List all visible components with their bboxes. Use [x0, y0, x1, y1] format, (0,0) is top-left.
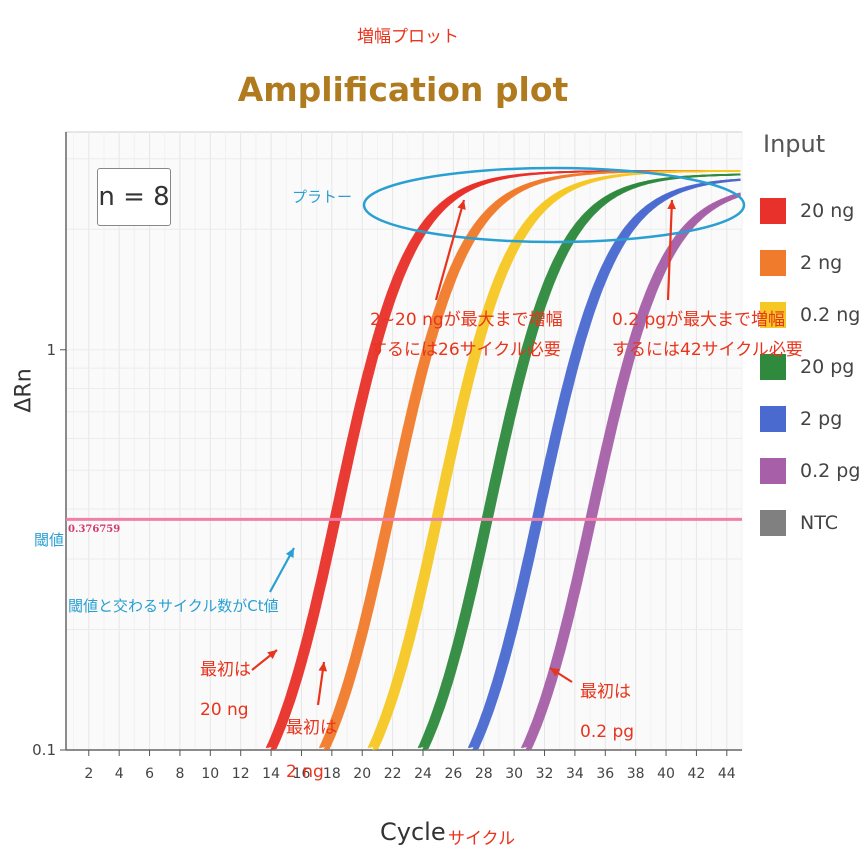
x-tick-label: 14 [262, 766, 280, 782]
right-note: 0.2 pgが最大まで増幅 するには42サイクル必要 [612, 305, 803, 365]
x-tick-label: 26 [444, 766, 462, 782]
right-note-line1: 0.2 pgが最大まで増幅 [612, 310, 786, 330]
legend-label: 20 ng [800, 200, 855, 222]
right-note-line2: するには42サイクル必要 [612, 340, 803, 360]
x-tick-label: 12 [232, 766, 250, 782]
arrow-right-plateau-head [667, 200, 676, 210]
legend-swatch [760, 510, 786, 536]
first-2ng-note: 最初は 2 ng [286, 706, 337, 794]
first-02pg-line2: 0.2 pg [580, 722, 635, 742]
legend-title: Input [763, 130, 826, 158]
first-20ng-line1: 最初は [200, 660, 251, 680]
legend-item: NTC [760, 509, 838, 537]
legend-label: 0.2 ng [800, 304, 861, 326]
legend-label: 0.2 pg [800, 460, 861, 482]
legend-swatch [760, 406, 786, 432]
x-tick-label: 18 [323, 766, 341, 782]
legend-item: 20 pg [760, 353, 854, 381]
subtitle-jp: 増幅プロット [357, 27, 459, 47]
plateau-ellipse [362, 166, 746, 244]
y-tick-label: 0.1 [32, 741, 56, 759]
legend-label: NTC [800, 512, 838, 534]
x-tick-label: 42 [688, 766, 706, 782]
x-axis-label-jp: サイクル [448, 829, 516, 849]
x-tick-label: 44 [718, 766, 736, 782]
first-02pg-line1: 最初は [580, 682, 631, 702]
threshold-value-label: 0.376759 [68, 524, 121, 535]
series-line-02pg [525, 193, 741, 748]
x-tick-label: 28 [475, 766, 493, 782]
series-line-02ng [376, 170, 741, 750]
ct-annotation: 閾値と交わるサイクル数がCt値 [68, 597, 279, 615]
x-tick-label: 24 [414, 766, 432, 782]
x-tick-label: 2 [84, 766, 93, 782]
legend-swatch [760, 354, 786, 380]
first-2ng-line2: 2 ng [286, 762, 324, 782]
arrow-first-2ng-head [318, 662, 328, 672]
legend-item: 20 ng [760, 197, 854, 225]
x-tick-label: 4 [115, 766, 124, 782]
chart-title: Amplification plot [237, 70, 569, 109]
x-tick-label: 30 [505, 766, 523, 782]
x-tick-label: 10 [201, 766, 219, 782]
x-tick-label: 34 [566, 766, 584, 782]
series-line-02pg [530, 195, 741, 750]
legend-swatch [760, 250, 786, 276]
legend-label: 2 ng [800, 252, 843, 274]
x-tick-label: 40 [657, 766, 675, 782]
x-tick-label: 8 [175, 766, 184, 782]
legend-swatch [760, 198, 786, 224]
left-note-line1: 2~20 ngが最大まで増幅 [370, 310, 563, 330]
arrow-left-plateau-head [457, 200, 466, 210]
arrow-right-plateau [666, 199, 674, 301]
x-axis-label: Cycle [380, 818, 446, 846]
left-note: 2~20 ngが最大まで増幅 するには26サイクル必要 [370, 305, 563, 365]
x-tick-label: 32 [536, 766, 554, 782]
arrow-first-02pg-head [550, 668, 560, 677]
legend-item: 0.2 pg [760, 457, 860, 485]
first-2ng-line1: 最初は [286, 718, 337, 738]
arrow-left-plateau [434, 199, 466, 301]
legend-item: 2 ng [760, 249, 842, 277]
series-line-2pg [476, 179, 741, 750]
series-line-20pg [426, 173, 741, 750]
first-02pg-note: 最初は 0.2 pg [580, 672, 634, 752]
series-line-02pg [525, 193, 741, 751]
first-20ng-note: 最初は 20 ng [200, 650, 251, 730]
legend-swatch [760, 458, 786, 484]
arrow-first-20ng-head [267, 650, 277, 660]
x-tick-label: 38 [627, 766, 645, 782]
x-tick-label: 20 [353, 766, 371, 782]
y-tick-label: 1 [46, 341, 56, 359]
x-tick-label: 16 [293, 766, 311, 782]
legend-item: 0.2 ng [760, 301, 860, 329]
x-tick-label: 36 [596, 766, 614, 782]
left-note-line2: するには26サイクル必要 [370, 340, 561, 360]
series-line-02pg [520, 192, 741, 749]
x-tick-label: 6 [145, 766, 154, 782]
legend-swatch [760, 302, 786, 328]
legend-label: 20 pg [800, 356, 855, 378]
legend-item: 2 pg [760, 405, 842, 433]
sample-size-box: n = 8 [97, 168, 171, 226]
y-axis-label: ΔRn [11, 368, 37, 413]
arrow-ct-head [285, 548, 294, 558]
first-20ng-line2: 20 ng [200, 700, 249, 720]
threshold-annotation: 閾値 [34, 531, 65, 549]
legend-label: 2 pg [800, 408, 843, 430]
plateau-annotation: プラトー [292, 188, 353, 206]
series-line-02pg [528, 194, 741, 750]
x-tick-label: 22 [384, 766, 402, 782]
